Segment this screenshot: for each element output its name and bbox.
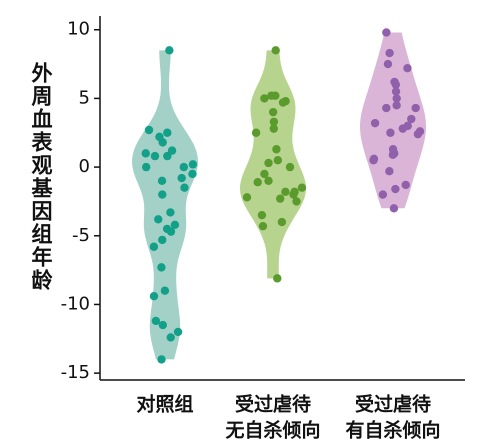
point (170, 220, 180, 229)
point (242, 193, 252, 202)
point (267, 91, 276, 100)
x-tick-label: 无自杀倾向 (225, 419, 320, 442)
point (277, 217, 287, 227)
violin (240, 50, 306, 279)
point (275, 194, 285, 203)
point (370, 118, 380, 128)
point (278, 98, 288, 107)
point (165, 46, 174, 55)
point (271, 46, 280, 55)
point (269, 117, 279, 126)
point (163, 151, 172, 161)
point (407, 114, 416, 124)
point (369, 156, 378, 165)
violin (132, 50, 198, 360)
point (413, 129, 423, 139)
point (151, 316, 161, 326)
y-tick-label: -10 (61, 293, 90, 314)
point (272, 145, 281, 154)
point (173, 327, 183, 337)
point (281, 187, 290, 197)
point (179, 162, 189, 172)
point (166, 208, 175, 217)
point (180, 183, 189, 192)
point (388, 150, 398, 159)
point (411, 103, 420, 113)
point (158, 235, 167, 245)
point (141, 162, 151, 172)
violin (360, 32, 426, 209)
point (269, 124, 278, 133)
point (289, 190, 298, 199)
point (160, 286, 170, 295)
point (382, 103, 391, 113)
point (158, 190, 167, 199)
point (163, 128, 172, 137)
point (382, 28, 391, 37)
point (157, 263, 166, 272)
point (378, 190, 388, 199)
point (253, 178, 262, 187)
point (285, 162, 295, 172)
x-tick-label: 对照组 (136, 393, 193, 416)
point (398, 124, 408, 133)
point (389, 204, 399, 213)
point (403, 63, 412, 73)
point (386, 128, 395, 137)
point (385, 167, 394, 176)
point (149, 242, 159, 251)
point (391, 87, 401, 96)
y-tick-label: -15 (61, 362, 90, 383)
point (258, 221, 268, 231)
point (150, 151, 160, 161)
point (391, 184, 400, 194)
point (257, 210, 267, 220)
x-tick-label: 受过虐待 (235, 393, 311, 416)
point (297, 183, 307, 192)
point (177, 173, 186, 183)
point (141, 149, 150, 158)
point (391, 80, 401, 89)
point (264, 176, 273, 186)
point (166, 333, 175, 342)
point (157, 176, 167, 186)
y-axis-label: 外周血表观基因组年龄 (29, 61, 53, 292)
point (401, 180, 410, 190)
y-tick-label: -5 (72, 225, 90, 246)
point (264, 158, 273, 168)
point (392, 101, 401, 110)
point (149, 292, 159, 301)
y-tick-label: 0 (79, 156, 90, 177)
point (157, 355, 166, 364)
y-tick-label: 10 (67, 19, 90, 40)
y-tick-label: 5 (79, 87, 90, 108)
point (292, 197, 301, 206)
point (166, 227, 176, 236)
x-tick-label: 有自杀倾向 (345, 419, 440, 442)
point (260, 169, 269, 179)
point (273, 274, 282, 283)
point (158, 138, 167, 147)
point (392, 94, 401, 103)
point (154, 215, 163, 224)
point (167, 146, 177, 155)
x-tick-label: 受过虐待 (355, 393, 431, 416)
point (158, 320, 168, 330)
point (385, 48, 394, 58)
point (383, 59, 393, 69)
point (273, 156, 283, 165)
point (188, 160, 198, 169)
point (144, 125, 154, 135)
point (188, 169, 197, 179)
point (260, 94, 269, 103)
point (251, 128, 261, 137)
point (268, 107, 278, 117)
